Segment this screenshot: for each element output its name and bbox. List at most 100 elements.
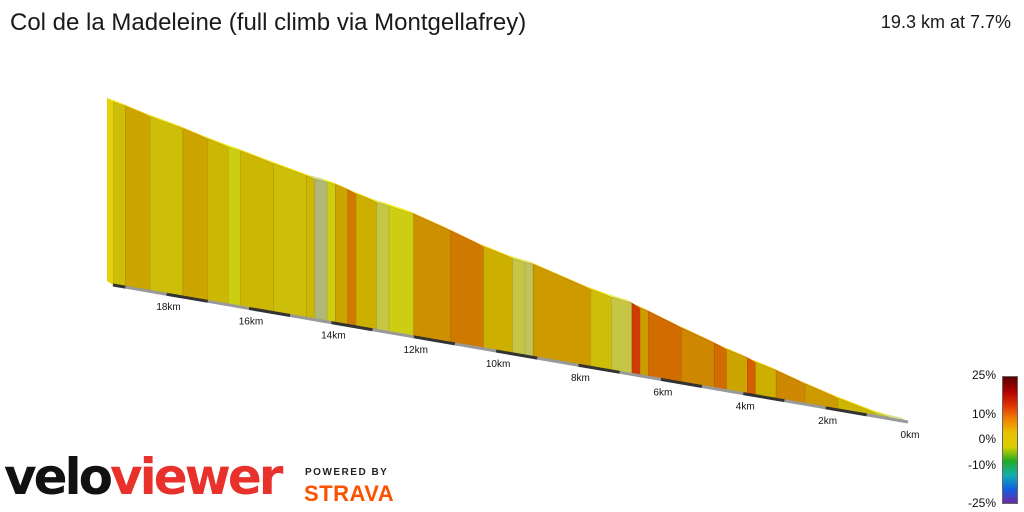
profile-segment: [755, 362, 777, 400]
distance-axis-band: [125, 285, 167, 296]
profile-segment-top: [634, 304, 649, 312]
distance-axis-band: [166, 292, 208, 303]
distance-tick-label: 8km: [571, 373, 590, 384]
profile-segment: [524, 261, 534, 358]
distance-tick-label: 2km: [818, 416, 837, 427]
gradient-legend-scale: [1002, 376, 1018, 504]
distance-axis-band: [495, 349, 538, 360]
profile-segment: [335, 184, 349, 326]
distance-tick-label: 10km: [486, 359, 510, 370]
climb-summary: 19.3 km at 7.7%: [880, 12, 1011, 32]
distance-axis-band: [701, 385, 744, 396]
profile-segment-top: [605, 293, 633, 304]
profile-segment: [648, 311, 682, 384]
distance-axis-band: [413, 335, 456, 346]
profile-segment-top: [329, 180, 348, 191]
profile-segment: [611, 296, 633, 375]
distance-axis-band: [289, 314, 332, 325]
distance-axis-band: [112, 283, 126, 289]
powered-by-text: POWERED BY: [305, 467, 389, 478]
profile-segment: [314, 178, 328, 323]
profile-segment-top: [177, 124, 208, 140]
distance-tick-label: 4km: [736, 402, 755, 413]
distance-axis-band: [537, 356, 579, 367]
profile-segment-top: [107, 97, 126, 107]
distance-axis-band: [660, 377, 703, 388]
profile-segment-top: [749, 358, 777, 371]
distance-axis-band: [742, 392, 785, 403]
profile-segment-top: [321, 178, 336, 185]
profile-segment-top: [799, 380, 838, 399]
profile-segment: [326, 181, 336, 324]
profile-segment-top: [831, 394, 876, 413]
profile-segment: [228, 146, 241, 308]
logo-viewer-text: viewer: [110, 448, 283, 506]
profile-segment-top: [119, 102, 151, 117]
distance-axis-band: [578, 363, 620, 374]
distance-tick-label: 0km: [901, 430, 920, 441]
profile-segment: [450, 230, 485, 350]
distance-axis-band: [331, 321, 373, 332]
profile-segment: [240, 150, 274, 314]
profile-segment-top: [234, 147, 274, 164]
profile-segment-top: [518, 258, 534, 265]
profile-segment-top: [201, 135, 229, 148]
profile-segment: [714, 343, 728, 392]
profile-segment: [512, 258, 526, 357]
logo-velo-text: velo: [4, 448, 113, 506]
distance-axis-band: [372, 328, 414, 339]
distance-tick-label: 14km: [321, 331, 345, 342]
profile-segment: [112, 101, 126, 288]
distance-axis-band: [619, 370, 662, 381]
profile-segment: [388, 205, 414, 338]
profile-segment-top: [506, 254, 525, 263]
profile-segment: [207, 138, 229, 306]
distance-tick-label: 6km: [653, 387, 672, 398]
distance-tick-label: 16km: [239, 316, 263, 327]
profile-segment-top: [527, 260, 591, 290]
profile-segment: [149, 116, 184, 298]
profile-segment: [376, 201, 390, 333]
profile-summit-face: [107, 97, 113, 285]
distance-tick-label: 12km: [403, 345, 427, 356]
profile-segment: [532, 264, 592, 368]
legend-label-min: -25%: [967, 496, 996, 510]
distance-axis-band: [825, 406, 868, 417]
profile-segment-top: [382, 202, 414, 215]
profile-segment: [125, 106, 151, 292]
profile-segment: [347, 189, 357, 328]
profile-segment-top: [267, 159, 307, 177]
distance-tick-label: 18km: [156, 302, 180, 313]
legend-label-0: 0%: [978, 432, 996, 446]
profile-segment-top: [350, 190, 377, 203]
profile-segment: [483, 246, 513, 355]
distance-axis-band: [454, 342, 497, 353]
legend-label-minus-10: -10%: [967, 458, 996, 472]
profile-segment-top: [869, 408, 892, 418]
profile-segment: [413, 213, 452, 344]
legend-label-max: 25%: [971, 368, 996, 382]
profile-segment: [639, 307, 649, 378]
profile-segment-top: [144, 112, 184, 129]
veloviewer-logo: veloviewer: [4, 452, 283, 502]
strava-logo: STRAVA: [304, 481, 395, 506]
profile-segment-top: [308, 175, 328, 183]
profile-segment: [273, 163, 307, 319]
distance-axis-band: [866, 413, 909, 424]
profile-segment: [590, 289, 612, 372]
profile-segment: [355, 193, 377, 331]
profile-segment-top: [370, 198, 389, 207]
profile-segment-top: [720, 345, 748, 359]
profile-segment: [631, 303, 641, 377]
profile-segment: [681, 327, 715, 389]
profile-segment-top: [584, 285, 612, 298]
profile-segment-top: [477, 243, 513, 259]
distance-axis-band: [207, 299, 250, 310]
profile-segment: [747, 357, 756, 397]
profile-segment: [182, 128, 209, 302]
profile-segment-top: [300, 172, 315, 180]
climb-title: Col de la Madeleine (full climb via Mont…: [10, 9, 527, 36]
distance-axis-band: [248, 306, 291, 318]
profile-segment-top: [222, 143, 241, 152]
